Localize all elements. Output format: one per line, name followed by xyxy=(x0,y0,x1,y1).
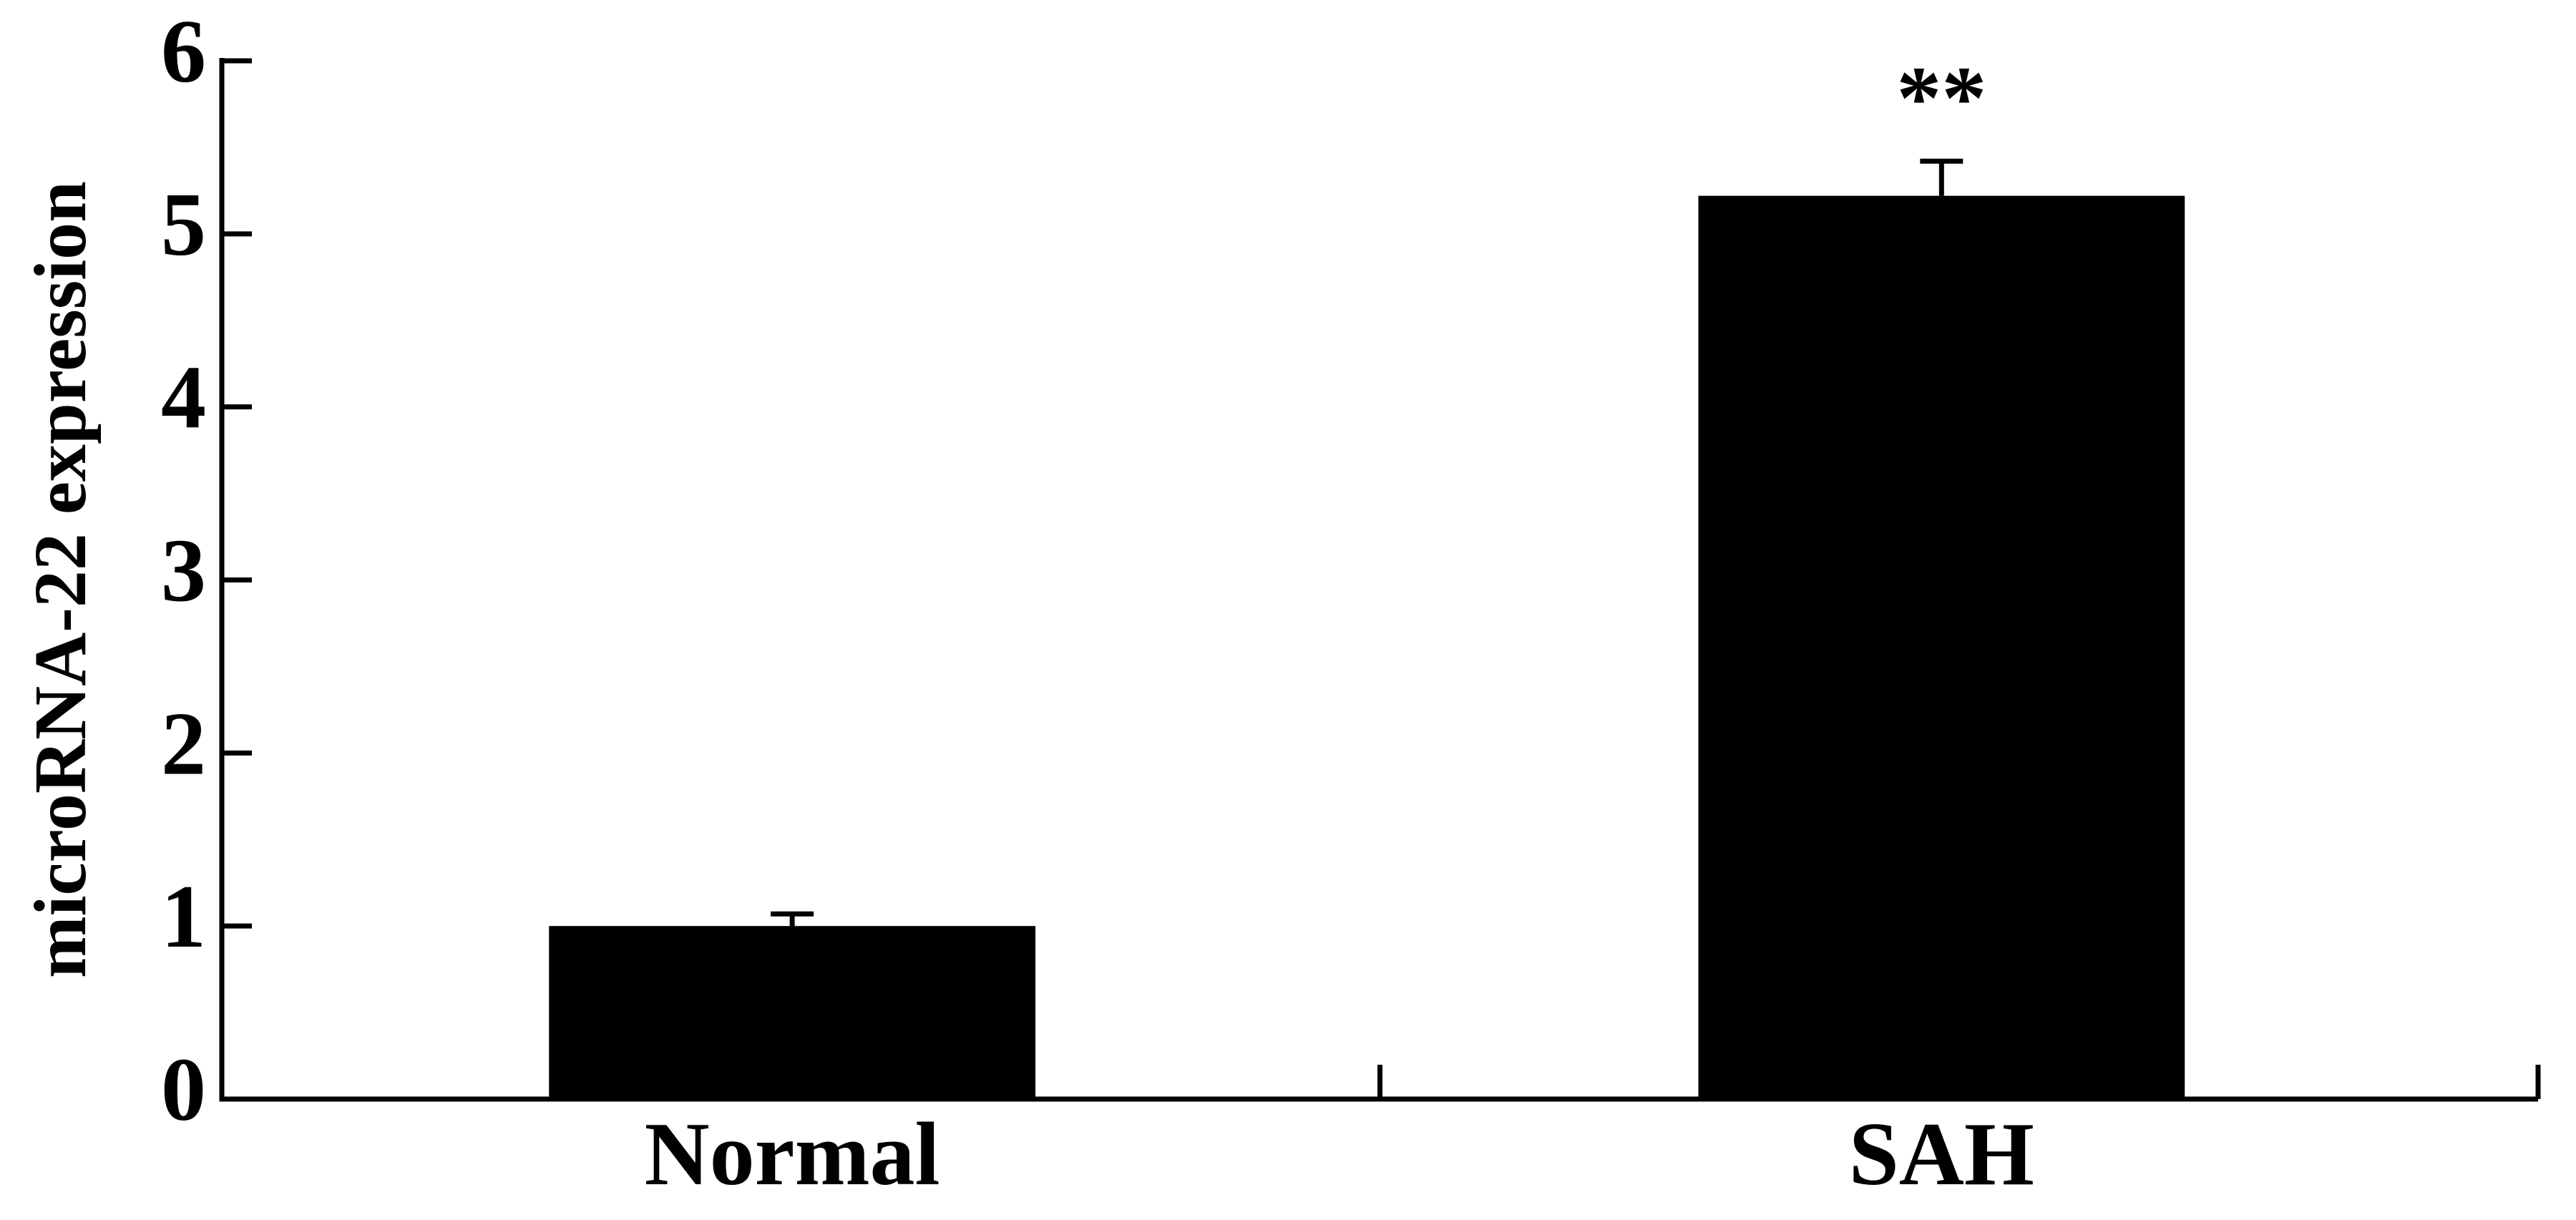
bar xyxy=(549,926,1035,1099)
significance-label: ** xyxy=(1896,49,1986,148)
x-tick-label: Normal xyxy=(645,1105,940,1204)
x-tick-label: SAH xyxy=(1849,1105,2034,1204)
y-tick-label: 6 xyxy=(161,2,206,102)
y-tick-label: 2 xyxy=(161,694,206,794)
y-tick-label: 1 xyxy=(161,867,206,967)
y-tick-label: 0 xyxy=(161,1040,206,1140)
y-tick-label: 4 xyxy=(161,348,206,448)
y-tick-label: 3 xyxy=(161,521,206,620)
y-axis-label: microRNA-22 expression xyxy=(19,181,102,978)
bar xyxy=(1698,195,2185,1099)
y-tick-label: 5 xyxy=(161,175,206,275)
